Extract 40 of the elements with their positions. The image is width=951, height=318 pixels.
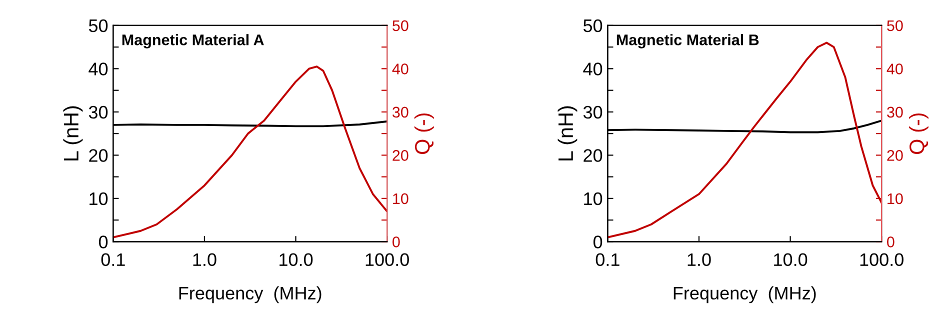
y-tick-label: 10 bbox=[584, 192, 602, 206]
y-tick-label: 20 bbox=[89, 149, 108, 162]
x-axis-title: Frequency (MHz) bbox=[674, 286, 816, 304]
x-tick-label: 100.0 bbox=[366, 253, 409, 266]
x-tick-label: 0.1 bbox=[596, 253, 620, 266]
y2-tick-label: 50 bbox=[887, 20, 903, 32]
x-tick-label: 1.0 bbox=[688, 253, 711, 266]
y-tick-label: 40 bbox=[583, 62, 602, 76]
y2-tick-label: 10 bbox=[393, 193, 408, 204]
x-tick-label: 10.0 bbox=[280, 253, 313, 266]
y2-tick-label: 30 bbox=[392, 106, 408, 118]
y-tick-label: 50 bbox=[583, 19, 602, 32]
y-tick-label: 10 bbox=[90, 192, 108, 206]
y2-tick-label: 0 bbox=[887, 236, 894, 248]
x-tick-label: 0.1 bbox=[101, 253, 125, 266]
y-tick-label: 40 bbox=[88, 62, 108, 76]
y-tick-label: 0 bbox=[98, 236, 108, 248]
y2-tick-label: 0 bbox=[392, 236, 400, 248]
y2-tick-label: 10 bbox=[888, 193, 903, 204]
annotation: Magnetic Material A bbox=[122, 34, 264, 48]
annotation: Magnetic Material B bbox=[616, 34, 759, 48]
y2-tick-label: 40 bbox=[886, 64, 903, 74]
y2-tick-label: 30 bbox=[887, 106, 903, 118]
y-tick-label: 30 bbox=[583, 106, 602, 119]
y2-axis-title: Q (-) bbox=[908, 113, 928, 154]
y2-axis-title: Q (-) bbox=[414, 113, 434, 154]
y-tick-label: 50 bbox=[88, 19, 108, 32]
y-tick-label: 0 bbox=[593, 236, 602, 248]
x-tick-label: 10.0 bbox=[774, 253, 808, 266]
x-axis-title: Frequency (MHz) bbox=[179, 286, 322, 304]
x-tick-label: 1.0 bbox=[193, 253, 216, 266]
y2-tick-label: 20 bbox=[887, 150, 903, 161]
y2-tick-label: 40 bbox=[392, 64, 408, 74]
y2-tick-label: 20 bbox=[392, 150, 408, 161]
y-tick-label: 30 bbox=[88, 106, 108, 119]
y2-tick-label: 50 bbox=[392, 20, 408, 32]
y-tick-label: 20 bbox=[584, 149, 602, 162]
x-tick-label: 100.0 bbox=[860, 253, 904, 266]
y-axis-title: L (nH) bbox=[63, 106, 83, 160]
y-axis-title: L (nH) bbox=[558, 106, 578, 160]
